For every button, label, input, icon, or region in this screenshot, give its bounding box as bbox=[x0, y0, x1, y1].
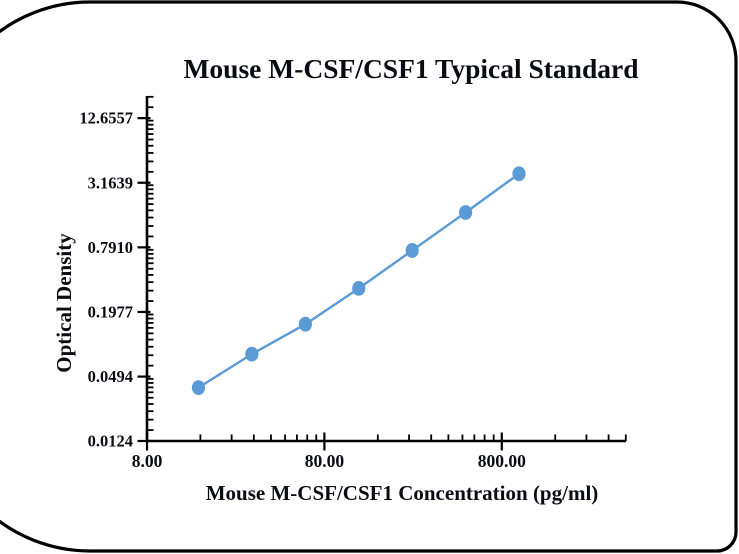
y-tick-label: 0.7910 bbox=[88, 238, 133, 257]
data-point-marker bbox=[405, 243, 419, 258]
y-axis-label: Optical Density bbox=[52, 233, 76, 373]
data-point-marker bbox=[191, 380, 206, 396]
chart-title: Mouse M-CSF/CSF1 Typical Standard bbox=[183, 53, 638, 84]
data-point-marker bbox=[352, 280, 366, 296]
data-point-marker bbox=[512, 166, 526, 182]
x-tick-label: 800.00 bbox=[478, 451, 526, 471]
x-axis-label: Mouse M-CSF/CSF1 Concentration (pg/ml) bbox=[206, 481, 599, 505]
y-tick-label: 0.0494 bbox=[88, 367, 133, 386]
x-tick-label: 8.00 bbox=[132, 451, 163, 471]
series-group bbox=[191, 166, 526, 396]
data-point-marker bbox=[458, 205, 473, 220]
data-point-marker bbox=[245, 346, 259, 362]
y-tick-label: 12.6557 bbox=[79, 109, 133, 128]
y-tick-label: 3.1639 bbox=[88, 173, 133, 192]
data-point-marker bbox=[298, 316, 312, 332]
y-tick-label: 0.1977 bbox=[88, 302, 133, 321]
x-tick-label: 80.00 bbox=[305, 451, 345, 471]
axes: 8.00 80.00 800.00 0.0124 0.0494 0.1977 0.7910 3… bbox=[79, 95, 627, 471]
y-tick-label: 0.0124 bbox=[88, 432, 133, 451]
